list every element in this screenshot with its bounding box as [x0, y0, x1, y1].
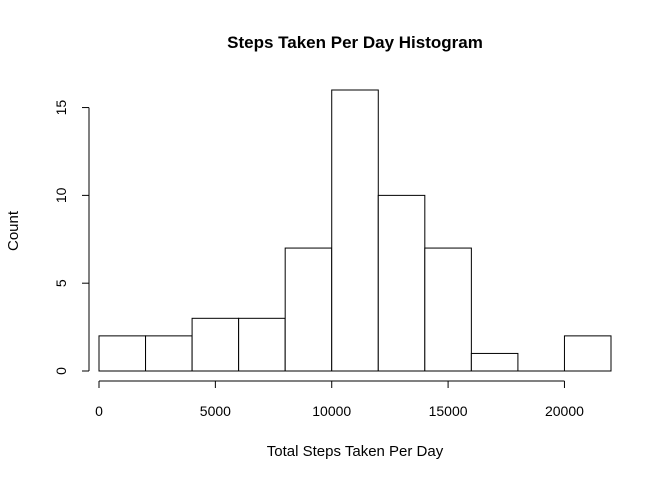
y-axis: 0 5 10 15 — [53, 100, 90, 375]
bars-group — [98, 89, 612, 372]
histogram-bar — [145, 335, 193, 372]
chart-title: Steps Taken Per Day Histogram — [227, 33, 483, 52]
histogram-bar — [377, 194, 426, 372]
x-axis: 0 5000 10000 15000 20000 — [95, 380, 584, 419]
x-axis-label: Total Steps Taken Per Day — [267, 443, 444, 460]
x-tick-label: 0 — [95, 403, 103, 419]
histogram-bar — [331, 89, 379, 372]
histogram-bar — [191, 317, 240, 372]
histogram-bar — [424, 247, 472, 372]
x-tick-label: 5000 — [200, 403, 231, 419]
histogram-bar — [563, 335, 612, 372]
histogram-bar — [284, 247, 333, 372]
histogram-bar — [238, 317, 286, 372]
x-tick-label: 10000 — [312, 403, 351, 419]
y-tick-label: 0 — [53, 367, 69, 375]
y-tick-label: 10 — [53, 187, 69, 203]
x-tick-label: 20000 — [545, 403, 584, 419]
y-tick-label: 5 — [53, 279, 69, 287]
y-axis-label: Count — [5, 210, 22, 251]
y-tick-label: 15 — [53, 100, 69, 116]
histogram-bar — [98, 335, 147, 372]
x-tick-label: 15000 — [429, 403, 468, 419]
histogram-bar — [470, 352, 519, 372]
